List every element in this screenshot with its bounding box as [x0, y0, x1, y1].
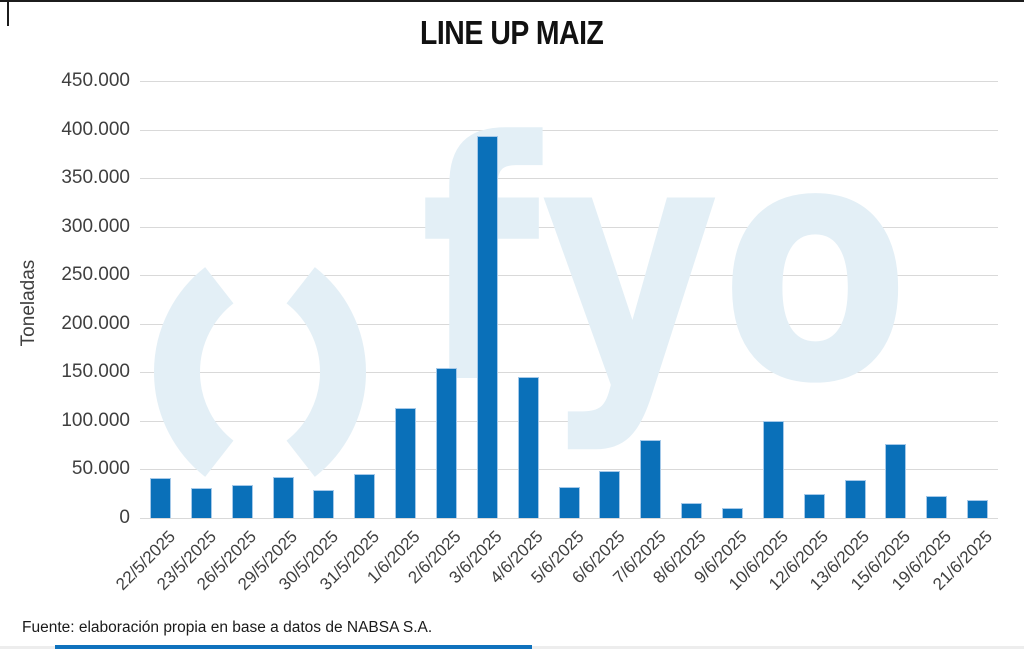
y-tick-label: 250.000	[61, 264, 130, 286]
bar	[435, 368, 457, 518]
gridline	[140, 129, 998, 131]
y-axis-title: Toneladas	[18, 259, 39, 347]
bar	[313, 489, 335, 518]
bar	[558, 486, 580, 518]
bar	[762, 420, 784, 518]
y-tick-label: 200.000	[61, 312, 130, 334]
bar	[803, 493, 825, 518]
bar	[272, 477, 294, 518]
bar	[640, 440, 662, 518]
gridline	[140, 323, 998, 325]
y-tick-label: 0	[119, 507, 130, 528]
gridline	[140, 275, 998, 277]
gridline	[140, 372, 998, 374]
gridline	[140, 178, 998, 180]
bar	[149, 478, 171, 518]
bar	[721, 508, 743, 518]
gridline	[140, 518, 998, 519]
bar	[231, 485, 253, 518]
bottom-accent-strip	[55, 645, 532, 649]
gridline	[140, 226, 998, 228]
y-tick-label: 150.000	[61, 361, 130, 383]
bar	[844, 480, 866, 518]
window-edge-tick	[7, 0, 9, 26]
window-edge-top	[0, 0, 1024, 2]
y-tick-label: 300.000	[61, 215, 130, 237]
y-tick-label: 350.000	[61, 167, 130, 189]
y-tick-label: 100.000	[61, 409, 130, 431]
bar	[190, 487, 212, 518]
gridline	[140, 420, 998, 422]
y-tick-label: 450.000	[61, 70, 130, 91]
bar	[681, 503, 703, 518]
bar	[476, 136, 498, 518]
gridline	[140, 81, 998, 82]
bar	[885, 444, 907, 518]
bar	[967, 499, 989, 518]
chart-title-text: LINE UP MAIZ	[420, 14, 604, 51]
y-tick-label: 50.000	[71, 458, 130, 480]
bar	[395, 408, 417, 518]
source-caption: Fuente: elaboración propia en base a dat…	[22, 619, 433, 636]
gridline	[140, 469, 998, 471]
y-tick-label: 400.000	[61, 118, 130, 140]
bar	[926, 495, 948, 518]
chart-title: LINE UP MAIZ	[0, 14, 1024, 52]
bar	[354, 474, 376, 518]
bar	[599, 471, 621, 518]
bar	[517, 377, 539, 518]
